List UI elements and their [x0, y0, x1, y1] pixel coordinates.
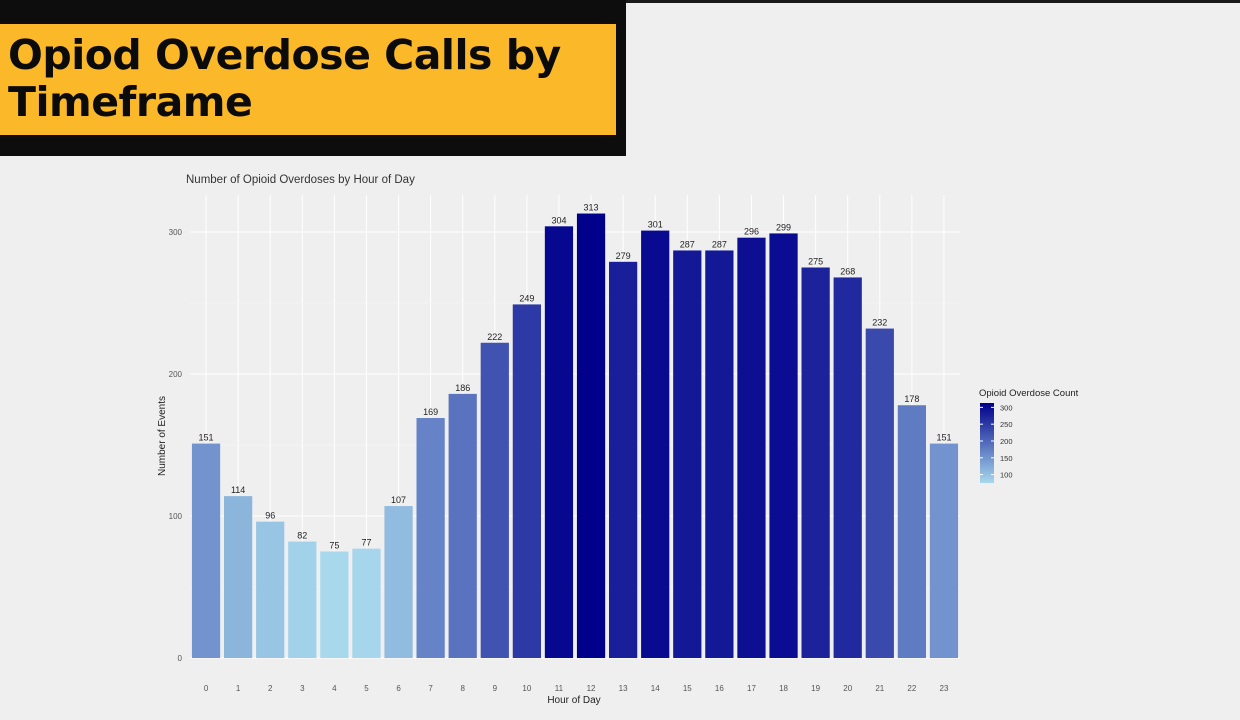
bar-hour-9: [480, 342, 509, 658]
bar-hour-12: [576, 213, 606, 659]
bar-value-label: 301: [648, 220, 663, 230]
bar-value-label: 151: [936, 433, 951, 443]
bar-value-label: 107: [391, 495, 406, 505]
bar-value-label: 304: [551, 215, 566, 225]
bar-hour-19: [801, 267, 830, 658]
x-tick-label: 2: [268, 684, 273, 693]
legend-tick-label: 150: [1000, 454, 1013, 463]
y-axis-ticks: 0 100 200 300: [169, 228, 183, 663]
bar-hour-22: [897, 405, 926, 658]
bar-hour-20: [833, 277, 862, 658]
bar-hour-4: [320, 551, 349, 658]
bar-hour-3: [288, 541, 317, 658]
legend-tick-label: 250: [1000, 420, 1013, 429]
bar-hour-5: [352, 548, 381, 658]
bar-value-label: 96: [265, 511, 275, 521]
bar-value-label: 299: [776, 222, 791, 232]
bar-hour-21: [865, 328, 894, 658]
legend-tick-label: 100: [1000, 471, 1013, 480]
bar-hour-13: [609, 261, 638, 658]
bar-hour-2: [256, 521, 285, 658]
bar-hour-0: [191, 443, 221, 658]
bar-hour-11: [544, 226, 574, 658]
bar-value-label: 114: [231, 485, 245, 495]
bar-value-label: 169: [423, 407, 438, 417]
bar-value-label: 222: [487, 332, 502, 342]
legend-tick-label: 200: [1000, 437, 1013, 446]
y-tick-label: 200: [169, 370, 183, 379]
bar-hour-23: [929, 443, 959, 658]
x-tick-label: 15: [683, 684, 692, 693]
bars: [191, 213, 959, 659]
legend-title: Opioid Overdose Count: [979, 388, 1079, 399]
x-tick-label: 19: [811, 684, 820, 693]
x-tick-label: 12: [587, 684, 596, 693]
x-tick-label: 17: [747, 684, 756, 693]
x-tick-label: 1: [236, 684, 241, 693]
x-tick-label: 11: [555, 684, 564, 693]
x-tick-label: 10: [522, 684, 531, 693]
title-banner: Opiod Overdose Calls by Timeframe: [0, 24, 616, 135]
x-tick-label: 23: [940, 684, 949, 693]
x-tick-label: 6: [396, 684, 401, 693]
bar-value-label: 279: [616, 251, 631, 261]
x-tick-label: 5: [364, 684, 369, 693]
legend-tick-label: 300: [1000, 403, 1013, 412]
bar-hour-15: [673, 250, 702, 658]
x-tick-label: 13: [619, 684, 628, 693]
x-tick-label: 20: [843, 684, 852, 693]
x-tick-label: 7: [428, 684, 433, 693]
y-tick-label: 0: [178, 654, 183, 663]
x-tick-label: 16: [715, 684, 724, 693]
bar-value-label: 82: [297, 531, 307, 541]
x-tick-label: 4: [332, 684, 337, 693]
bar-value-label: 232: [872, 318, 887, 328]
x-tick-label: 22: [907, 684, 916, 693]
title-block: Opiod Overdose Calls by Timeframe: [0, 0, 626, 156]
x-tick-label: 21: [875, 684, 884, 693]
bar-hour-10: [512, 304, 541, 658]
legend: Opioid Overdose Count 300 250 200 150 100: [979, 388, 1079, 483]
bar-value-label: 268: [840, 266, 855, 276]
bar-value-label: 178: [904, 394, 919, 404]
bar-hour-8: [448, 393, 477, 658]
bar-value-label: 77: [361, 538, 371, 548]
x-axis-label: Hour of Day: [547, 695, 600, 706]
legend-colorbar: [980, 403, 994, 483]
y-axis-label: Number of Events: [157, 396, 168, 476]
bar-hour-18: [769, 233, 798, 659]
bar-value-label: 313: [584, 203, 599, 213]
bar-hour-6: [384, 506, 413, 658]
bar-value-label: 287: [680, 239, 695, 249]
bar-hour-17: [737, 237, 766, 658]
data-labels: 151 114 96 82 75 77 107 169 186 222 249 304 313 279 30…: [199, 203, 952, 551]
x-tick-label: 8: [460, 684, 465, 693]
x-tick-label: 18: [779, 684, 788, 693]
chart-title: Number of Opioid Overdoses by Hour of Da…: [186, 174, 415, 186]
bar-value-label: 249: [519, 293, 534, 303]
slide-title: Opiod Overdose Calls by Timeframe: [8, 31, 561, 126]
bar-value-label: 296: [744, 227, 759, 237]
legend-ticks: 300 250 200 150 100: [980, 403, 1013, 480]
bar-value-label: 75: [329, 541, 339, 551]
bar-hour-14: [641, 230, 670, 658]
bar-value-label: 151: [199, 433, 214, 443]
bar-value-label: 275: [808, 257, 823, 267]
bar-hour-1: [224, 496, 253, 658]
bar-hour-7: [416, 418, 445, 658]
x-tick-label: 9: [493, 684, 498, 693]
bar-value-label: 287: [712, 239, 727, 249]
y-tick-label: 100: [169, 512, 183, 521]
x-tick-label: 3: [300, 684, 305, 693]
x-tick-label: 14: [651, 684, 660, 693]
x-axis-ticks: 0 1 2 3 4 5 6 7 8 9 10 11 12 13 14 15 16 17 18 19 20 21 22 23: [204, 684, 949, 693]
bar-hour-16: [705, 250, 734, 658]
y-tick-label: 300: [169, 228, 183, 237]
x-tick-label: 0: [204, 684, 209, 693]
bar-value-label: 186: [455, 383, 470, 393]
